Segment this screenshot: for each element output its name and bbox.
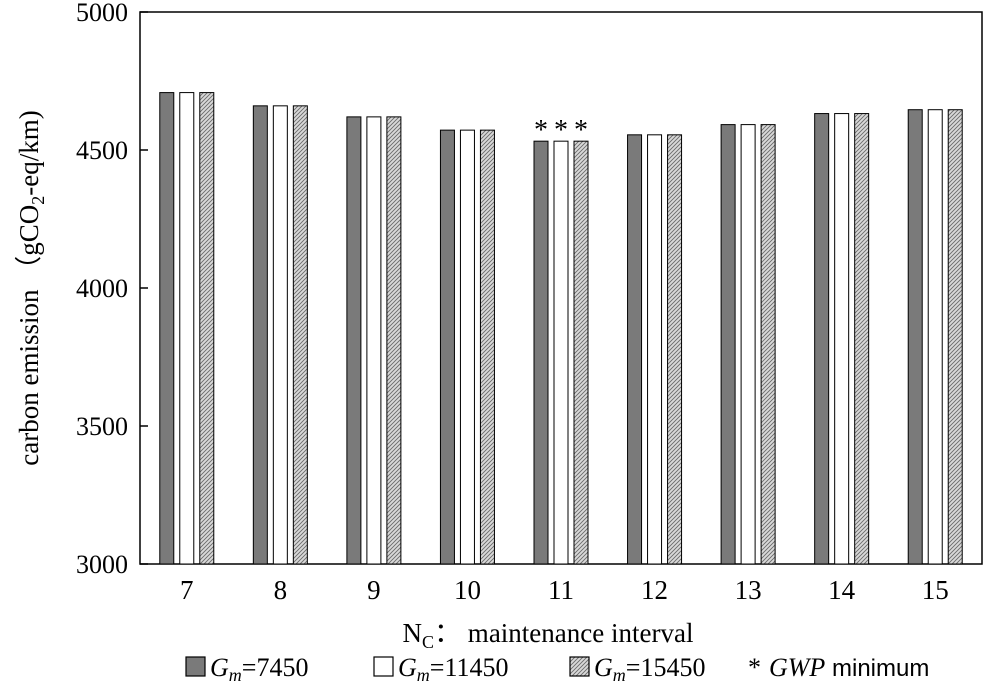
bar-series-3-7 xyxy=(199,92,215,565)
bar-series-1-7 xyxy=(159,92,175,565)
legend: Gm=7450 Gm=11450 Gm=15450 * GWP minimum xyxy=(185,653,929,685)
legend-label: Gm=11450 xyxy=(398,653,508,685)
bar-series-2-15 xyxy=(927,109,943,565)
bar-series-3-14 xyxy=(854,113,870,565)
y-tick-label: 5000 xyxy=(76,0,128,27)
y-axis: 3000 3500 4000 4500 5000 xyxy=(76,0,148,579)
y-tick-label: 4000 xyxy=(76,274,128,303)
bar-series-3-12 xyxy=(667,134,683,565)
x-tick-label: 13 xyxy=(735,575,762,605)
x-tick-label: 10 xyxy=(454,575,481,605)
x-axis-label: NC： maintenance interval xyxy=(403,618,694,652)
minimum-markers: * * * xyxy=(534,115,588,146)
bar-series-1-11 xyxy=(533,140,549,565)
legend-marker-label: * GWP minimum xyxy=(748,653,929,682)
bar-series-3-11 xyxy=(573,140,589,565)
x-tick-label: 8 xyxy=(274,575,288,605)
bar-group xyxy=(159,92,963,565)
bar-series-1-13 xyxy=(720,124,736,565)
minimum-marker: * xyxy=(554,115,568,146)
legend-swatch xyxy=(185,656,206,677)
bar-series-2-8 xyxy=(272,105,288,565)
y-tick-label: 3500 xyxy=(76,412,128,441)
bar-series-3-15 xyxy=(947,109,963,565)
x-tick-label: 14 xyxy=(828,575,856,605)
bar-series-1-10 xyxy=(439,129,455,565)
x-tick-label: 7 xyxy=(180,575,194,605)
bar-series-2-14 xyxy=(834,113,850,565)
bar-series-2-10 xyxy=(459,129,475,565)
legend-swatch xyxy=(373,656,394,677)
minimum-marker: * xyxy=(534,115,548,146)
bar-series-1-15 xyxy=(907,109,923,565)
legend-swatch xyxy=(569,656,590,677)
legend-label: Gm=15450 xyxy=(594,653,705,685)
bar-series-2-7 xyxy=(179,92,195,565)
y-tick-label: 3000 xyxy=(76,550,128,579)
bar-series-2-9 xyxy=(366,116,382,565)
minimum-marker: * xyxy=(574,115,588,146)
bar-series-3-10 xyxy=(479,129,495,565)
x-tick-label: 15 xyxy=(922,575,949,605)
bar-series-3-13 xyxy=(760,124,776,565)
legend-label: Gm=7450 xyxy=(210,653,308,685)
bar-series-2-12 xyxy=(647,134,663,565)
bar-series-1-9 xyxy=(346,116,362,565)
bar-series-3-8 xyxy=(292,105,308,565)
bar-series-2-11 xyxy=(553,140,569,565)
bar-series-1-8 xyxy=(252,105,268,565)
x-tick-label: 9 xyxy=(367,575,381,605)
x-tick-label: 11 xyxy=(548,575,574,605)
bar-series-1-14 xyxy=(814,113,830,565)
y-axis-label: carbon emission （gCO2-eq/km) xyxy=(14,110,48,465)
y-tick-label: 4500 xyxy=(76,136,128,165)
bar-series-3-9 xyxy=(386,116,402,565)
bar-series-2-13 xyxy=(740,124,756,565)
x-tick-label: 12 xyxy=(641,575,668,605)
bar-series-1-12 xyxy=(627,134,643,565)
